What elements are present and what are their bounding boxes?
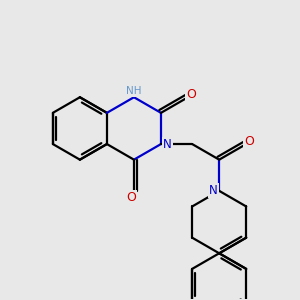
Text: N: N xyxy=(163,138,172,151)
Text: O: O xyxy=(186,88,196,101)
Text: N: N xyxy=(209,184,218,197)
Text: NH: NH xyxy=(126,86,142,96)
Text: O: O xyxy=(244,135,254,148)
Text: O: O xyxy=(126,191,136,204)
